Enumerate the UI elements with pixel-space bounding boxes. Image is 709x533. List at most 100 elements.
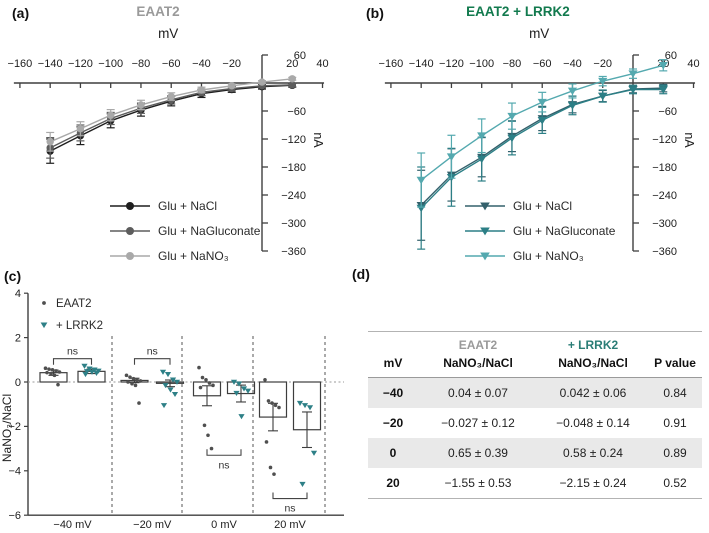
- scatter-dot: [133, 383, 138, 388]
- scatter-dot: [131, 376, 136, 381]
- triangle-marker: [162, 383, 169, 389]
- circle-marker: [258, 78, 266, 86]
- ns-bracket: [133, 358, 171, 365]
- legend-label: Glu + NaNO₃: [158, 249, 229, 263]
- y-tick-label: 60: [294, 50, 306, 62]
- ns-bracket: [272, 492, 308, 500]
- scatter-dot: [270, 401, 274, 405]
- triangle-marker: [230, 379, 238, 385]
- cell-lrrk2: 0.042 ± 0.06: [559, 386, 627, 400]
- x-tick-label: 40: [316, 58, 328, 70]
- triangle-marker: [167, 387, 174, 393]
- circle-marker: [288, 75, 296, 83]
- y-tick-label: 2: [15, 332, 21, 344]
- y-tick-label: 0: [15, 377, 21, 389]
- x-tick-label: −140: [38, 58, 63, 70]
- bar-series--lrrk2: [77, 363, 322, 487]
- table-group-header-empty: [648, 331, 702, 354]
- x-tick-label: −160: [379, 58, 404, 70]
- triangle-marker: [159, 369, 167, 375]
- scatter-dot: [126, 380, 130, 384]
- triangle-marker: [507, 112, 517, 121]
- scatter-dot: [56, 382, 60, 387]
- y-tick-label: −60: [287, 106, 306, 118]
- x-tick-label: −60: [162, 58, 181, 70]
- triangle-marker: [628, 86, 638, 94]
- circle-marker: [76, 125, 85, 133]
- triangle-marker: [171, 391, 179, 398]
- circle-marker: [228, 82, 236, 90]
- scatter-dot: [198, 385, 203, 390]
- table-row: −20 −0.027 ± 0.12 −0.048 ± 0.14 0.91: [368, 408, 702, 438]
- scatter-dot: [50, 367, 55, 372]
- cell-mv: −20: [382, 416, 404, 430]
- legend-label: Glu + NaGluconate: [158, 224, 261, 238]
- scatter-dot: [49, 371, 53, 376]
- circle-marker: [197, 86, 206, 94]
- y-tick-label: −240: [652, 190, 677, 202]
- x-tick-label: −20: [222, 58, 241, 70]
- x-tick-label: −140: [409, 58, 434, 70]
- x-tick-label: 20: [286, 58, 298, 70]
- legend-label: EAAT2: [56, 298, 92, 310]
- cell-pvalue: 0.91: [663, 416, 687, 430]
- legend-marker: [126, 252, 134, 260]
- y-tick-label: −120: [281, 134, 306, 146]
- y-tick-label: −180: [281, 162, 306, 174]
- panel-b-title: EAAT2 + LRRK2: [466, 4, 570, 19]
- y-tick-label: −300: [652, 218, 677, 230]
- y-tick-label: −4: [8, 466, 21, 478]
- scatter-dot: [266, 399, 271, 403]
- cell-mv: −40: [382, 386, 404, 400]
- legend-label: + LRRK2: [56, 320, 103, 332]
- ns-label: ns: [147, 346, 158, 358]
- y-tick-label: 60: [665, 50, 677, 62]
- triangle-marker: [86, 366, 93, 372]
- triangle-marker: [40, 322, 48, 329]
- scatter-dot: [47, 367, 51, 371]
- x-tick-label: −100: [98, 58, 123, 70]
- y-tick-label: −6: [8, 510, 21, 522]
- legend-label: Glu + NaGluconate: [513, 224, 616, 238]
- triangle-marker: [480, 252, 490, 261]
- scatter-dot: [135, 377, 139, 382]
- triangle-marker: [658, 86, 668, 94]
- triangle-marker: [81, 363, 88, 369]
- x-tick-label: −120: [439, 58, 464, 70]
- triangle-marker: [164, 371, 172, 378]
- triangle-marker: [235, 381, 243, 387]
- triangle-marker: [507, 134, 517, 143]
- y-tick-label: −360: [281, 246, 306, 258]
- x-tick-label: −20: [593, 58, 612, 70]
- triangle-marker: [537, 98, 547, 107]
- cell-eaat2: −0.027 ± 0.12: [441, 416, 515, 430]
- triangle-marker: [310, 450, 318, 456]
- y-tick-label: −120: [652, 134, 677, 146]
- x-tick-label: −120: [68, 58, 93, 70]
- circle-marker: [107, 111, 115, 119]
- x-tick-label: −100: [469, 58, 494, 70]
- scatter-dot: [268, 465, 273, 470]
- ns-label: ns: [218, 459, 229, 471]
- scatter-dot: [197, 365, 201, 370]
- triangle-marker: [477, 155, 487, 164]
- scatter-dot: [211, 383, 215, 388]
- scatter-dot: [263, 377, 267, 382]
- triangle-marker: [244, 388, 252, 394]
- table-row: 20 −1.55 ± 0.53 −2.15 ± 0.24 0.52: [368, 468, 702, 499]
- category-label: 0 mV: [211, 519, 237, 531]
- scatter-dot: [45, 370, 49, 375]
- cell-eaat2: 0.65 ± 0.39: [448, 446, 508, 460]
- legend: EAAT2 + LRRK2: [40, 298, 103, 332]
- y-tick-label: 4: [15, 288, 21, 300]
- triangle-marker: [480, 227, 490, 236]
- panel-a-label: (a): [12, 5, 30, 21]
- x-tick-label: −160: [8, 58, 33, 70]
- ns-label: ns: [67, 346, 78, 358]
- scatter-dot: [124, 373, 129, 378]
- iv-series-glu-nano-: [416, 59, 668, 208]
- triangle-marker: [416, 176, 426, 185]
- scatter-dot: [130, 381, 134, 386]
- x-axis-title: mV: [158, 26, 178, 41]
